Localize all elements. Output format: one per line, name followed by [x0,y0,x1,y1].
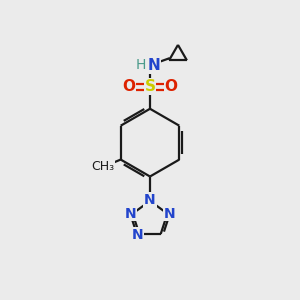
Text: N: N [124,207,136,220]
Text: N: N [147,58,160,73]
Text: CH₃: CH₃ [92,160,115,172]
Text: O: O [165,79,178,94]
Text: S: S [145,79,155,94]
Text: H: H [136,58,146,73]
Text: N: N [132,228,144,242]
Text: O: O [122,79,135,94]
Text: N: N [164,207,176,220]
Text: N: N [144,193,156,207]
